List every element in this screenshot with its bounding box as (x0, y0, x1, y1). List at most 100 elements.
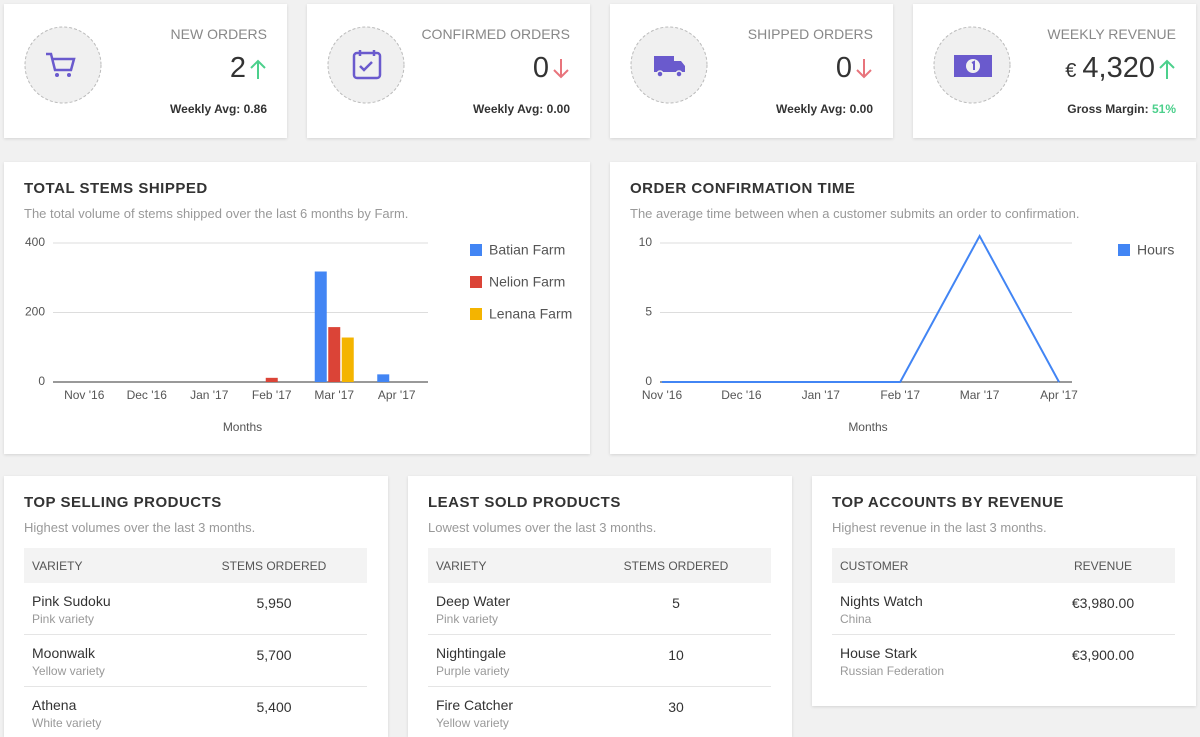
y-tick-label: 0 (38, 374, 45, 388)
legend-swatch (470, 276, 482, 288)
row-value: 10 (668, 647, 684, 663)
cart-icon (46, 52, 76, 72)
footer-value: 0.86 (243, 102, 267, 116)
bar (314, 271, 327, 382)
table-title: TOP SELLING PRODUCTS (24, 494, 222, 511)
trend-arrow (250, 59, 266, 80)
kpi-value-row: 0 (836, 52, 873, 85)
trend-arrow (856, 59, 872, 79)
bar (328, 327, 341, 382)
kpi-footer: Weekly Avg: 0.00 (473, 102, 570, 116)
row-value: 5,400 (256, 699, 292, 715)
table-row: Nightingale Purple variety 10 (428, 635, 771, 687)
x-tick-label: Nov '16 (642, 388, 683, 402)
calendar-icon (352, 51, 382, 80)
table-card: LEAST SOLD PRODUCTS Lowest volumes over t… (408, 476, 792, 737)
row-value: 5,950 (256, 595, 292, 611)
chart-card: TOTAL STEMS SHIPPED The total volume of s… (4, 162, 590, 454)
kpi-footer: Weekly Avg: 0.86 (170, 102, 267, 116)
kpi-card: SHIPPED ORDERS 0 Weekly Avg: 0.00 (610, 4, 893, 138)
row-detail: Purple variety (436, 664, 510, 678)
y-tick-label: 400 (25, 235, 45, 249)
kpi-value: 0 (532, 52, 549, 84)
kpi-value: 2 (229, 52, 246, 84)
icon-circle (24, 26, 102, 104)
chart-card: ORDER CONFIRMATION TIME The average time … (610, 162, 1196, 454)
footer-value: 51% (1151, 102, 1176, 116)
kpi-icon (24, 26, 102, 104)
x-tick-label: Jan '17 (802, 388, 841, 402)
kpi-value-row: 0 (533, 52, 570, 85)
table-header: VARIETY STEMS ORDERED (24, 548, 367, 583)
line (662, 233, 1060, 383)
chart: 0 5 10 Nov '16 Dec '16 Jan '17 Feb '17 Mar '17 A… (639, 233, 1174, 434)
row-detail: Pink variety (436, 612, 499, 626)
x-axis-label: Months (848, 420, 887, 434)
y-tick-label: 200 (25, 305, 45, 319)
legend-swatch (1118, 244, 1130, 256)
x-tick-label: Nov '16 (64, 388, 105, 402)
row-name: Moonwalk (32, 645, 96, 661)
footer-label: Weekly Avg: (473, 102, 544, 116)
x-tick-label: Dec '16 (127, 388, 168, 402)
footer-value: 0.00 (546, 102, 570, 116)
table-row: Deep Water Pink variety 5 (428, 583, 771, 635)
row-detail: Russian Federation (840, 664, 945, 678)
table-row: Pink Sudoku Pink variety 5,950 (24, 583, 367, 635)
row-name: House Stark (840, 645, 918, 661)
row-detail: Yellow variety (436, 716, 509, 730)
column-header: VARIETY (32, 559, 83, 573)
bar (265, 377, 278, 382)
chart: 0 200 400 Nov '16 Dec '16 Jan '17 Feb '17 Mar '… (25, 235, 572, 434)
column-header: STEMS ORDERED (623, 559, 729, 573)
kpi-icon (630, 26, 708, 104)
kpi-value: 4,320 (1082, 52, 1155, 84)
legend-label: Nelion Farm (489, 274, 565, 290)
table-subtitle: Highest volumes over the last 3 months. (24, 520, 256, 535)
footer-label: Weekly Avg: (776, 102, 847, 116)
kpi-label: CONFIRMED ORDERS (421, 26, 570, 42)
table-card: TOP SELLING PRODUCTS Highest volumes over… (4, 476, 388, 737)
x-tick-label: Apr '17 (1040, 388, 1078, 402)
chart-subtitle: The total volume of stems shipped over t… (24, 206, 409, 221)
kpi-label: NEW ORDERS (170, 26, 267, 42)
table-header: CUSTOMER REVENUE (832, 548, 1175, 583)
table-row: Nights Watch China €3,980.00 (832, 583, 1175, 635)
bar (341, 337, 354, 382)
table-row: Fire Catcher Yellow variety 30 (428, 687, 771, 737)
x-tick-label: Jan '17 (190, 388, 229, 402)
footer-label: Weekly Avg: (170, 102, 241, 116)
kpi-currency: € (1065, 60, 1077, 82)
row-name: Deep Water (436, 593, 511, 609)
table-title: LEAST SOLD PRODUCTS (428, 494, 621, 511)
kpi-label: WEEKLY REVENUE (1047, 26, 1176, 42)
row-name: Athena (32, 697, 77, 713)
table-title: TOP ACCOUNTS BY REVENUE (832, 494, 1064, 511)
wheel (675, 70, 683, 78)
column-header: REVENUE (1073, 559, 1133, 573)
table-row: Moonwalk Yellow variety 5,700 (24, 635, 367, 687)
kpi-card: WEEKLY REVENUE €4,320 Gross Margin: 51% (913, 4, 1196, 138)
row-detail: White variety (32, 716, 102, 730)
chart-title: TOTAL STEMS SHIPPED (24, 180, 208, 197)
wheel (55, 73, 59, 77)
truck-icon (654, 56, 685, 72)
arrow-shape (553, 59, 569, 79)
row-value: €3,900.00 (1071, 647, 1135, 663)
x-axis-label: Months (223, 420, 262, 434)
rings (358, 50, 376, 56)
table-header: VARIETY STEMS ORDERED (428, 548, 771, 583)
wheel (656, 70, 664, 78)
row-value: 5 (672, 595, 680, 611)
table-row: House Stark Russian Federation €3,900.00 (832, 635, 1175, 687)
kpi-card: CONFIRMED ORDERS 0 Weekly Avg: 0.00 (307, 4, 590, 138)
kpi-label: SHIPPED ORDERS (747, 26, 873, 42)
column-header: CUSTOMER (840, 559, 909, 573)
legend-swatch (470, 244, 482, 256)
x-tick-label: Mar '17 (960, 388, 1000, 402)
kpi-value-row: 2 (230, 52, 267, 85)
legend-label: Batian Farm (489, 242, 565, 258)
table-row: Athena White variety 5,400 (24, 687, 367, 737)
row-name: Fire Catcher (436, 697, 514, 713)
